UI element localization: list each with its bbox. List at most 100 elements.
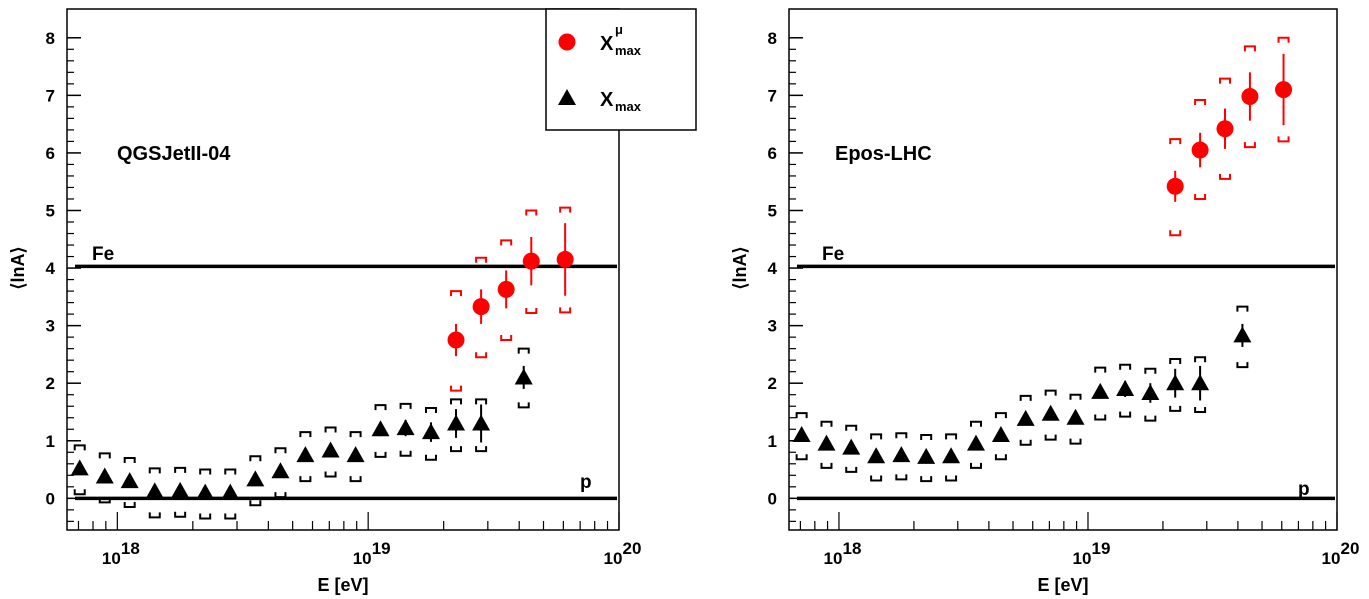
systematic-bracket-lower	[374, 451, 387, 458]
systematic-bracket-lower	[1044, 434, 1057, 441]
triangle-marker	[1141, 383, 1160, 400]
systematic-bracket-lower	[1236, 362, 1249, 369]
systematic-bracket-lower	[1243, 142, 1256, 149]
systematic-bracket-upper	[1044, 389, 1057, 396]
systematic-bracket-upper	[475, 256, 488, 263]
reference-label-Fe: Fe	[92, 244, 114, 265]
x-tick-base: 10	[824, 549, 843, 568]
data-point	[145, 467, 164, 519]
triangle-marker	[942, 447, 961, 464]
data-point	[1066, 393, 1085, 445]
systematic-bracket-lower	[1094, 414, 1107, 421]
systematic-bracket-upper	[870, 433, 883, 440]
systematic-bracket-upper	[920, 434, 933, 441]
legend-circle-marker	[558, 33, 576, 51]
systematic-bracket-lower	[98, 497, 111, 504]
triangle-marker	[966, 434, 985, 451]
data-point	[991, 412, 1010, 461]
data-point	[1216, 77, 1234, 180]
y-tick-label: 6	[768, 144, 777, 163]
systematic-bracket-upper	[1236, 305, 1249, 312]
systematic-bracket-lower	[475, 446, 488, 453]
circle-marker	[1216, 120, 1234, 138]
systematic-bracket-upper	[475, 398, 488, 405]
data-point	[271, 447, 290, 499]
systematic-bracket-upper	[450, 290, 463, 297]
data-point	[371, 404, 390, 458]
triangle-marker	[296, 446, 315, 463]
triangle-marker	[1191, 374, 1210, 391]
data-point	[842, 424, 861, 473]
data-point	[817, 420, 836, 469]
data-point	[95, 452, 114, 504]
triangle-marker	[346, 446, 365, 463]
systematic-bracket-upper	[945, 433, 958, 440]
systematic-bracket-lower	[1069, 438, 1082, 445]
data-point	[396, 402, 415, 457]
systematic-bracket-lower	[450, 385, 463, 392]
data-point	[196, 468, 215, 520]
x-tick-base: 10	[604, 549, 623, 568]
x-tick-exponent: 18	[121, 539, 140, 558]
systematic-bracket-upper	[274, 447, 287, 454]
systematic-bracket-upper	[1069, 393, 1082, 400]
data-point	[892, 432, 911, 481]
systematic-bracket-lower	[1219, 173, 1231, 180]
reference-label-Fe: Fe	[822, 244, 844, 265]
x-axis-title: E [eV]	[317, 575, 368, 595]
data-point	[942, 433, 961, 482]
series-triangle	[792, 305, 1252, 483]
systematic-bracket-lower	[795, 454, 808, 461]
triangle-marker	[371, 420, 390, 437]
systematic-bracket-lower	[450, 446, 463, 453]
triangle-marker	[1091, 382, 1110, 399]
systematic-bracket-upper	[123, 457, 136, 464]
triangle-marker	[396, 419, 415, 436]
triangle-marker	[171, 481, 190, 498]
y-axis-title: ⟨lnA⟩	[8, 247, 28, 290]
y-tick-label: 8	[46, 29, 55, 48]
triangle-marker	[196, 483, 215, 500]
x-axis-title: E [eV]	[1037, 575, 1088, 595]
systematic-bracket-upper	[895, 432, 908, 439]
circle-marker	[1166, 177, 1184, 195]
data-point	[1241, 45, 1259, 149]
systematic-bracket-lower	[1019, 439, 1032, 446]
circle-marker	[1275, 81, 1293, 99]
triangle-marker	[145, 482, 164, 499]
circle-marker	[497, 280, 515, 298]
plot-frame	[788, 8, 1338, 531]
x-tick-base: 10	[1073, 549, 1092, 568]
systematic-bracket-upper	[1243, 45, 1256, 52]
y-tick-label: 3	[768, 317, 777, 336]
legend-label-subscript: max	[615, 99, 642, 114]
triangle-marker	[321, 441, 340, 458]
systematic-bracket-lower	[994, 454, 1007, 461]
legend-label-base: X	[600, 89, 614, 111]
y-tick-label: 7	[46, 86, 55, 105]
systematic-bracket-lower	[324, 471, 337, 478]
reference-label-p: p	[580, 472, 592, 493]
systematic-bracket-lower	[274, 492, 287, 499]
systematic-bracket-lower	[1119, 411, 1132, 418]
systematic-bracket-upper	[1094, 366, 1107, 373]
systematic-bracket-lower	[525, 307, 538, 314]
y-tick-label: 7	[768, 86, 777, 105]
y-tick-label: 6	[46, 144, 55, 163]
triangle-marker	[917, 447, 936, 464]
x-tick-base: 10	[102, 549, 121, 568]
y-tick-label: 1	[46, 432, 55, 451]
data-point	[1166, 138, 1184, 237]
systematic-bracket-lower	[174, 511, 187, 518]
x-tick-base: 10	[353, 549, 372, 568]
systematic-bracket-upper	[969, 420, 982, 427]
systematic-bracket-upper	[1194, 356, 1207, 363]
triangle-marker	[271, 462, 290, 479]
model-label: Epos-LHC	[835, 143, 932, 165]
data-point	[792, 412, 811, 461]
systematic-bracket-lower	[1169, 405, 1182, 412]
